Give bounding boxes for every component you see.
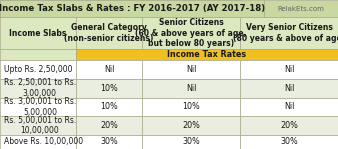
Bar <box>240 79 338 98</box>
Bar <box>240 135 338 149</box>
Text: Income Tax Slabs & Rates : FY 2016-2017 (AY 2017-18): Income Tax Slabs & Rates : FY 2016-2017 … <box>0 4 265 13</box>
Text: 20%: 20% <box>280 121 298 130</box>
Text: 10%: 10% <box>100 84 118 93</box>
Text: Nil: Nil <box>186 65 196 74</box>
Bar <box>76 135 142 149</box>
Bar <box>0 98 76 116</box>
Bar <box>0 60 76 79</box>
Bar <box>0 0 240 17</box>
Bar <box>0 116 76 135</box>
Bar <box>76 98 142 116</box>
Bar <box>76 60 142 79</box>
Bar <box>142 17 240 49</box>
Text: Rs. 3,00,001 to Rs.
5,00,000: Rs. 3,00,001 to Rs. 5,00,000 <box>4 97 76 117</box>
Bar <box>142 116 240 135</box>
Text: Nil: Nil <box>284 84 294 93</box>
Text: 30%: 30% <box>182 137 200 146</box>
Bar <box>76 79 142 98</box>
Bar <box>0 79 76 98</box>
Text: Nil: Nil <box>186 84 196 93</box>
Text: 10%: 10% <box>182 102 200 111</box>
Text: 30%: 30% <box>100 137 118 146</box>
Text: Nil: Nil <box>284 102 294 111</box>
Text: RelakEts.com: RelakEts.com <box>277 6 324 12</box>
Text: 10%: 10% <box>100 102 118 111</box>
Bar <box>142 98 240 116</box>
Bar <box>0 17 76 49</box>
Bar <box>0 0 264 17</box>
Text: Income Slabs: Income Slabs <box>9 29 67 38</box>
Bar <box>0 49 76 60</box>
Bar <box>76 116 142 135</box>
Text: General Category
(non-senior citizens): General Category (non-senior citizens) <box>64 23 154 43</box>
Text: Rs. 5,00,001 to Rs.
10,00,000: Rs. 5,00,001 to Rs. 10,00,000 <box>4 116 76 135</box>
Bar <box>240 116 338 135</box>
Text: Nil: Nil <box>104 65 114 74</box>
Bar <box>142 135 240 149</box>
Text: 30%: 30% <box>280 137 298 146</box>
Bar <box>240 17 338 49</box>
Bar <box>76 49 338 60</box>
Text: Income Tax Rates: Income Tax Rates <box>167 50 247 59</box>
Bar <box>240 60 338 79</box>
Text: 20%: 20% <box>100 121 118 130</box>
Text: Nil: Nil <box>284 65 294 74</box>
Bar <box>264 0 338 17</box>
Bar <box>142 79 240 98</box>
Text: Upto Rs. 2,50,000: Upto Rs. 2,50,000 <box>4 65 72 74</box>
Text: Above Rs. 10,00,000: Above Rs. 10,00,000 <box>4 137 83 146</box>
Bar <box>76 17 142 49</box>
Bar <box>142 60 240 79</box>
Bar <box>0 135 76 149</box>
Text: Senior Citizens
(60 & above years of age,
but below 80 years): Senior Citizens (60 & above years of age… <box>135 18 247 48</box>
Text: Rs. 2,50,001 to Rs.
3,00,000: Rs. 2,50,001 to Rs. 3,00,000 <box>4 78 76 98</box>
Text: Very Senior Citizens
(80 years & above of age): Very Senior Citizens (80 years & above o… <box>233 23 338 43</box>
Text: 20%: 20% <box>182 121 200 130</box>
Bar <box>240 98 338 116</box>
